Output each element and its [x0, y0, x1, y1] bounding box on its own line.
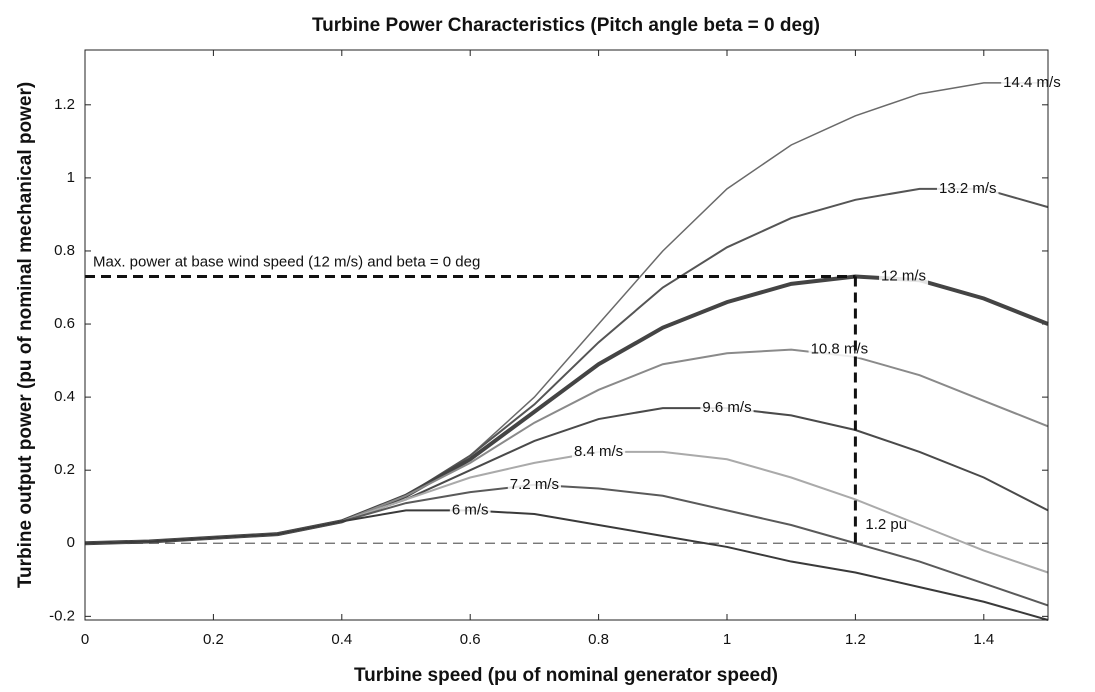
x-tick-label: 0.8: [588, 631, 609, 648]
max-power-label: Max. power at base wind speed (12 m/s) a…: [93, 254, 480, 271]
x-tick-label: 0.6: [460, 631, 481, 648]
series-line: [84, 483, 1049, 607]
series-line: [84, 187, 1049, 545]
x-tick-label: 1.2: [845, 631, 866, 648]
x-tick-label: 0.4: [331, 631, 352, 648]
x-tick-label: 1.4: [973, 631, 994, 648]
x-tick-label: 0.2: [203, 631, 224, 648]
series-label: 14.4 m/s: [1003, 74, 1061, 91]
x-tick-label: 0: [81, 631, 89, 648]
series-line: [84, 509, 1049, 621]
y-tick-label: 1: [67, 169, 75, 186]
series-label: 12 m/s: [881, 268, 926, 285]
series-label-bg: [700, 399, 754, 417]
series-label: 9.6 m/s: [702, 399, 751, 416]
x-tick-label: 1: [723, 631, 731, 648]
y-tick-label: 0.8: [54, 242, 75, 259]
y-tick-label: 0.4: [54, 388, 75, 405]
y-tick-label: -0.2: [49, 607, 75, 624]
series-label: 8.4 m/s: [574, 443, 623, 460]
speed-label: 1.2 pu: [865, 516, 907, 533]
plot-frame: [84, 49, 1049, 621]
series-label: 10.8 m/s: [811, 341, 869, 358]
series-label: 13.2 m/s: [939, 180, 997, 197]
chart-title: Turbine Power Characteristics (Pitch ang…: [312, 15, 820, 36]
series-label-bg: [936, 179, 999, 197]
y-tick-label: 0.2: [54, 461, 75, 478]
series-label: 7.2 m/s: [510, 476, 559, 493]
series-label-bg: [507, 475, 561, 493]
series-label-bg: [879, 267, 929, 285]
series-label: 6 m/s: [452, 501, 489, 518]
y-tick-label: 1.2: [54, 96, 75, 113]
series-label-bg: [1001, 73, 1063, 91]
y-tick-label: 0: [67, 534, 75, 551]
y-axis-label: Turbine output power (pu of nominal mech…: [15, 82, 36, 588]
series-label-bg: [449, 501, 491, 519]
series-label-bg: [572, 442, 626, 460]
series-line: [84, 82, 1048, 545]
y-tick-label: 0.6: [54, 315, 75, 332]
x-axis-label: Turbine speed (pu of nominal generator s…: [354, 665, 778, 686]
series-line: [84, 450, 1049, 574]
series-line: [84, 274, 1049, 546]
